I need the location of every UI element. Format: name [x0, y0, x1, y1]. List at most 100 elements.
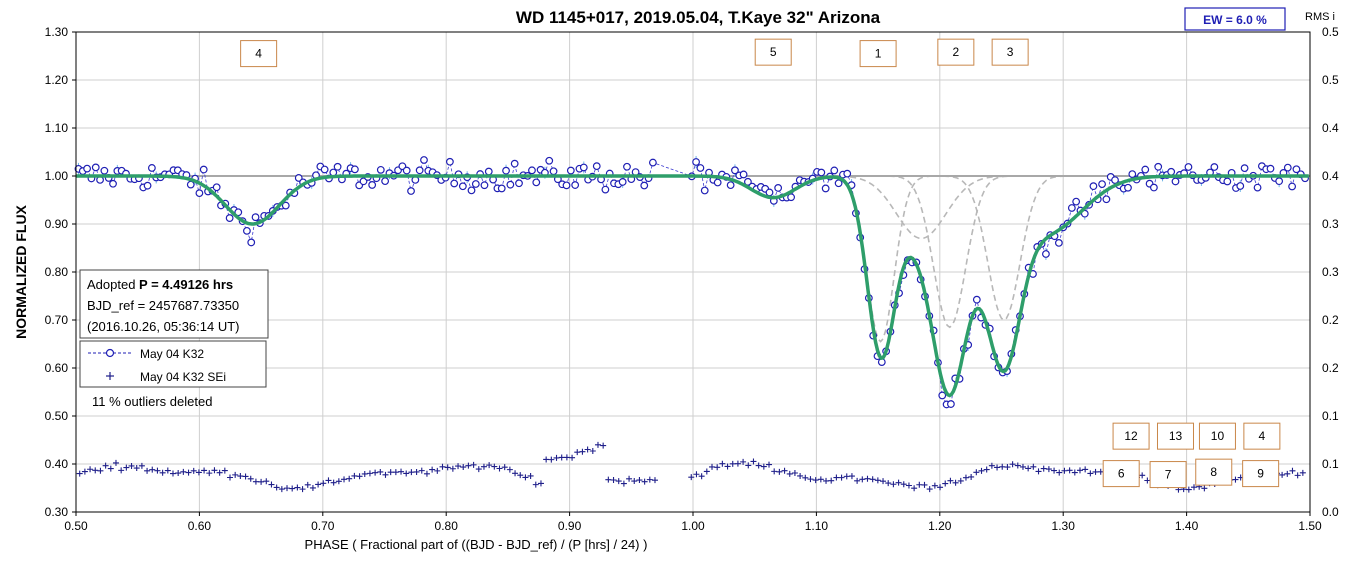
- sei-point: [216, 469, 223, 476]
- series-1-point: [713, 178, 722, 187]
- dip-label-text: 6: [1118, 467, 1125, 481]
- series-1-point: [467, 186, 476, 195]
- sei-point: [154, 467, 161, 474]
- series-1-point: [731, 166, 739, 175]
- sei-point: [1066, 467, 1073, 474]
- y-tick-label: 0.90: [45, 217, 69, 231]
- sei-point: [771, 468, 778, 475]
- series-1-point: [109, 179, 117, 188]
- dip-label-box: [1243, 422, 1281, 450]
- sei-point: [1004, 464, 1011, 471]
- legend-series-1: May 04 K32: [140, 347, 204, 361]
- sei-point: [1061, 467, 1068, 474]
- sei-point: [719, 460, 726, 467]
- sei-point: [423, 470, 430, 477]
- sei-point: [237, 473, 244, 480]
- sei-point: [76, 470, 83, 477]
- sei-point: [149, 466, 156, 473]
- sei-point: [828, 477, 835, 484]
- series-1-point: [420, 156, 428, 164]
- sei-point: [651, 477, 658, 484]
- dip-label-text: 1: [875, 47, 882, 61]
- sei-point: [605, 476, 612, 483]
- series-1-point: [91, 163, 100, 172]
- sei-point: [1076, 467, 1083, 474]
- sei-point: [641, 478, 648, 485]
- sei-point: [994, 464, 1001, 471]
- outliers-note: 11 % outliers deleted: [92, 394, 212, 409]
- series-1-point: [415, 166, 424, 175]
- sei-point: [527, 472, 534, 479]
- sei-point: [429, 466, 436, 473]
- sei-point: [190, 467, 197, 474]
- series-1-point: [1111, 176, 1119, 184]
- sei-point: [532, 481, 539, 488]
- series-1-point: [1149, 183, 1158, 192]
- sei-point: [1289, 467, 1296, 474]
- sei-point: [734, 460, 741, 467]
- sei-point: [522, 474, 529, 481]
- y2-tick-label: 0.5: [1322, 25, 1339, 39]
- dip-label-box: [991, 38, 1029, 66]
- series-1-point: [830, 166, 839, 175]
- sei-point: [372, 469, 379, 476]
- sei-point: [455, 463, 462, 470]
- sei-point: [1139, 472, 1146, 479]
- series-1-point: [774, 184, 783, 192]
- y2-tick-label: 0.4: [1322, 121, 1339, 135]
- sei-point: [263, 478, 270, 485]
- series-1-point: [83, 164, 92, 173]
- x-tick-label: 1.20: [928, 519, 952, 533]
- sei-point: [988, 462, 995, 469]
- sei-point: [227, 474, 234, 481]
- sei-point: [465, 462, 472, 469]
- sei-point: [242, 473, 249, 480]
- series-1-point: [821, 184, 830, 193]
- sei-point: [843, 473, 850, 480]
- y-tick-label: 0.40: [45, 457, 69, 471]
- series-1-point: [532, 178, 541, 187]
- sei-point: [636, 477, 643, 484]
- sei-point: [185, 469, 192, 476]
- sei-point: [232, 471, 239, 478]
- sei-point: [1144, 477, 1151, 484]
- sei-point: [211, 467, 218, 474]
- sei-point: [449, 465, 456, 472]
- series-1-point: [648, 158, 657, 167]
- series-1-point: [199, 165, 208, 174]
- dip-label-text: 4: [1259, 429, 1266, 443]
- sei-point: [387, 469, 394, 476]
- sei-point: [703, 468, 710, 475]
- series-1-point: [1253, 183, 1262, 192]
- series-1-point: [592, 162, 601, 171]
- sei-point: [434, 467, 441, 474]
- dip-label-text: 12: [1124, 429, 1138, 443]
- sei-point: [895, 479, 902, 486]
- sei-point: [480, 463, 487, 470]
- sei-point: [1082, 466, 1089, 473]
- legend-series-2: May 04 K32 SEi: [140, 370, 226, 384]
- sei-point: [366, 470, 373, 477]
- series-1-point: [320, 165, 329, 174]
- sei-point: [102, 462, 109, 469]
- series-1-point: [1089, 182, 1098, 191]
- sei-point: [885, 480, 892, 487]
- chart-title: WD 1145+017, 2019.05.04, T.Kaye 32" Ariz…: [516, 8, 881, 27]
- dip-label-text: 7: [1165, 468, 1172, 482]
- sei-point: [512, 470, 519, 477]
- sei-point: [962, 474, 969, 481]
- sei-point: [133, 465, 140, 472]
- sei-point: [112, 459, 119, 466]
- sei-point: [916, 481, 923, 488]
- sei-point: [745, 462, 752, 469]
- sei-point: [1294, 472, 1301, 479]
- sei-point: [346, 475, 353, 482]
- series-1-point: [1288, 182, 1297, 191]
- sei-point: [325, 477, 332, 484]
- sei-point: [817, 476, 824, 483]
- sei-point: [574, 449, 581, 456]
- sei-point: [848, 473, 855, 480]
- sei-point: [807, 476, 814, 483]
- y2-tick-label: 0.1: [1322, 409, 1339, 423]
- series-1-point: [1171, 177, 1180, 186]
